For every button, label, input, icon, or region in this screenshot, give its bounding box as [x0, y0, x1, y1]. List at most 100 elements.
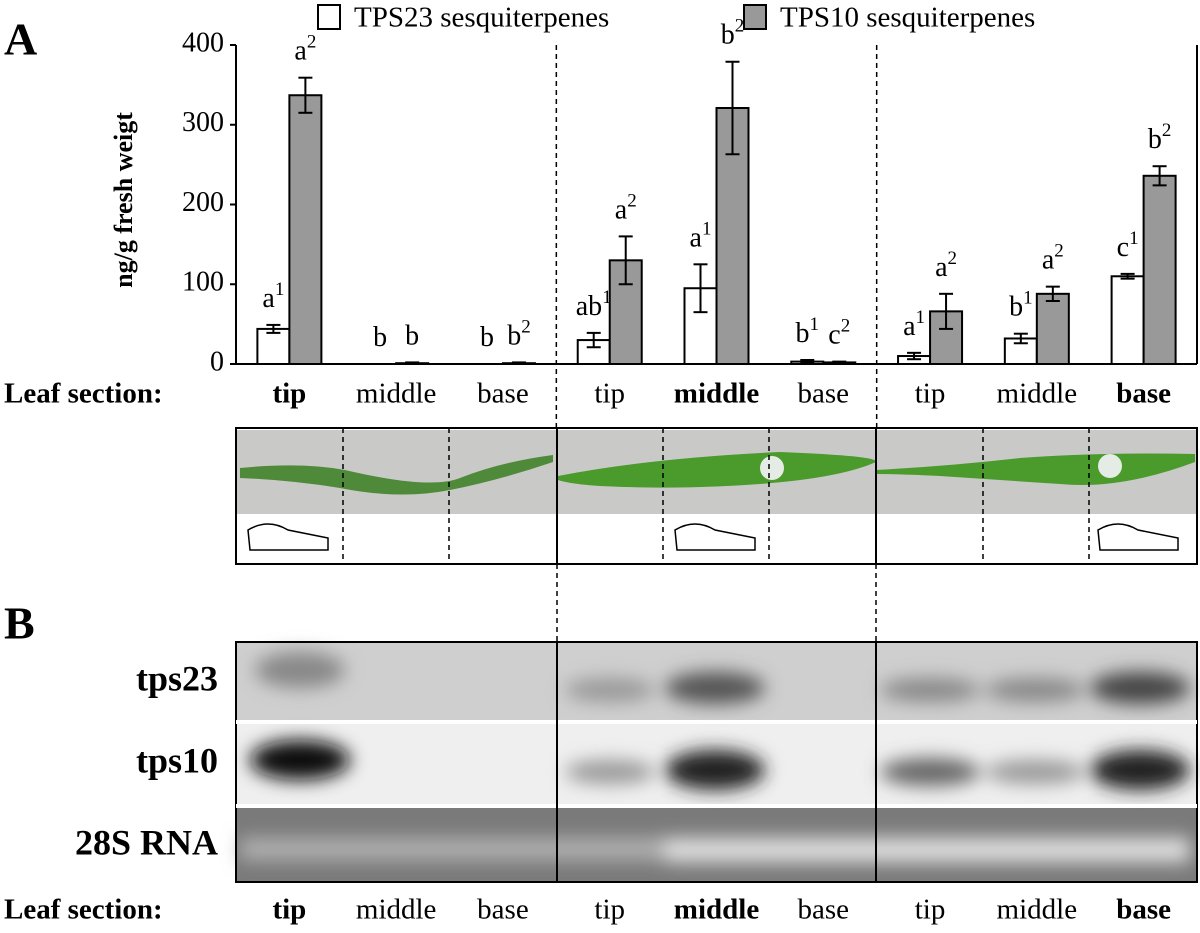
error-bar	[618, 235, 633, 286]
significance-letter: ab	[576, 291, 602, 322]
significance-group: 2	[841, 316, 851, 337]
x-tick-label: tip	[594, 378, 625, 410]
significance-label: a2	[615, 191, 637, 226]
x-tick-label: tip	[915, 894, 946, 926]
significance-letter: b	[1148, 125, 1162, 156]
error-bar	[800, 359, 815, 365]
significance-letter: b	[405, 321, 419, 352]
significance-label: a2	[1042, 241, 1064, 276]
significance-label: a1	[903, 307, 925, 342]
leaf-photos	[235, 427, 1198, 565]
x-tick-label: tip	[272, 894, 306, 926]
significance-group: 1	[602, 287, 612, 308]
significance-group: 1	[1129, 228, 1139, 249]
panel-label: B	[4, 598, 35, 649]
x-tick-label: base	[477, 894, 529, 926]
significance-letter: a	[294, 36, 307, 67]
x-tick-label: middle	[997, 378, 1078, 410]
x-tick-label: base	[798, 378, 850, 410]
y-tick-label: 200	[182, 187, 224, 218]
significance-label: ab1	[576, 287, 612, 322]
error-bar	[725, 60, 740, 156]
significance-group: 2	[1054, 241, 1064, 262]
error-bar	[405, 361, 420, 365]
significance-label: a1	[690, 219, 712, 254]
x-tick-label: tip	[915, 378, 946, 410]
significance-label: b2	[507, 317, 531, 352]
significance-group: 2	[307, 32, 317, 53]
error-bar	[266, 323, 281, 334]
significance-group: 1	[810, 314, 820, 335]
x-tick-label: middle	[356, 894, 437, 926]
significance-group: 1	[916, 307, 926, 328]
significance-group: 1	[1023, 288, 1032, 309]
significance-group: 2	[948, 248, 958, 269]
bar	[256, 327, 291, 366]
significance-letter: a	[903, 311, 916, 342]
significance-letter: b	[1009, 292, 1023, 323]
significance-group: 2	[627, 191, 637, 212]
significance-label: a2	[935, 248, 957, 283]
x-tick-label: base	[798, 894, 850, 926]
legend-swatch	[317, 4, 341, 30]
legend-label: TPS23 sesquiterpenes	[354, 2, 609, 34]
significance-letter: b	[796, 318, 810, 349]
error-bar	[298, 76, 313, 114]
blot-row-label: tps10	[136, 740, 218, 780]
significance-group: 2	[521, 317, 531, 338]
error-bar	[1045, 285, 1060, 302]
significance-label: c1	[1117, 228, 1139, 263]
significance-letter: a	[690, 223, 703, 254]
y-tick-label: 300	[182, 107, 224, 138]
y-axis-label: ng/g fresh weigt	[109, 112, 138, 288]
significance-label: b	[405, 321, 419, 352]
error-bar	[511, 361, 526, 365]
bar	[288, 94, 323, 366]
significance-label: b2	[721, 16, 745, 51]
bar	[1142, 174, 1177, 365]
x-tick-label: tip	[594, 894, 625, 926]
significance-letter: a	[935, 252, 948, 283]
y-tick-label: 0	[210, 346, 224, 377]
error-bar	[1013, 332, 1028, 345]
error-bar	[1120, 272, 1135, 280]
x-tick-label: middle	[674, 378, 760, 410]
x-tick-label: middle	[356, 378, 437, 410]
x-tick-label: base	[1116, 894, 1171, 926]
panel-label: A	[4, 14, 37, 65]
significance-label: b1	[1009, 288, 1032, 323]
significance-label: a1	[262, 279, 284, 314]
significance-letter: b	[480, 322, 494, 353]
significance-group: 1	[275, 279, 285, 300]
significance-group: 2	[735, 16, 745, 37]
significance-group: 2	[1162, 121, 1172, 142]
blot-row-label: 28S RNA	[75, 822, 218, 862]
error-bar	[907, 351, 922, 361]
significance-letter: c	[828, 320, 840, 351]
y-tick-label: 400	[182, 27, 224, 58]
legend-label: TPS10 sesquiterpenes	[780, 2, 1035, 34]
error-bar	[586, 331, 601, 349]
significance-label: b1	[796, 314, 820, 349]
northern-blot	[235, 564, 1198, 883]
blot-row-label: tps23	[136, 658, 218, 698]
error-bar	[1152, 165, 1167, 187]
error-bar	[693, 263, 708, 314]
significance-letter: b	[721, 20, 735, 51]
x-axis-label: Leaf section:	[4, 894, 163, 926]
significance-letter: a	[615, 195, 628, 226]
significance-label: c2	[828, 316, 850, 351]
significance-label: a2	[294, 32, 316, 67]
error-bar	[939, 292, 954, 330]
significance-group: 1	[702, 219, 712, 240]
x-axis-label: Leaf section:	[4, 378, 163, 410]
bar	[1110, 275, 1145, 365]
legend-swatch	[743, 4, 767, 30]
x-tick-label: middle	[997, 894, 1078, 926]
significance-label: b	[480, 322, 494, 353]
significance-letter: c	[1117, 232, 1129, 263]
significance-label: b2	[1148, 121, 1172, 156]
significance-letter: b	[507, 321, 521, 352]
x-tick-label: base	[1116, 378, 1171, 410]
